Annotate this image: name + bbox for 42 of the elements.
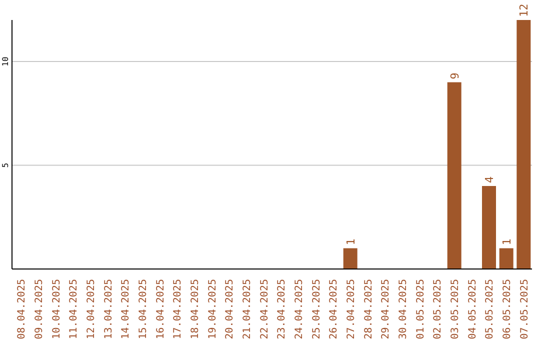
x-tick-label: 08.04.2025 [16,279,28,340]
x-tick-label: 16.04.2025 [155,279,166,340]
x-tick-label: 28.04.2025 [363,279,374,340]
bar [447,82,462,269]
x-tick-label: 23.04.2025 [276,279,288,340]
bar [482,186,496,269]
x-tick-label: 11.04.2025 [68,279,80,340]
x-tick-label: 20.04.2025 [224,279,236,340]
x-tick-label: 04.05.2025 [467,279,478,340]
x-tick-label: 15.04.2025 [138,279,149,340]
x-tick-label: 26.04.2025 [328,279,340,340]
data-label: 9 [448,72,462,80]
y-tick-label: 10 [1,56,10,66]
x-tick-label: 18.04.2025 [190,279,201,340]
x-tick-label: 07.05.2025 [519,279,530,340]
x-tick-label: 27.04.2025 [346,279,357,340]
x-tick-label: 02.05.2025 [432,279,444,340]
x-tick-label: 30.04.2025 [398,279,409,340]
x-tick-label: 06.05.2025 [502,279,513,340]
bar [343,248,358,269]
data-label: 1 [500,238,514,246]
x-tick-label: 29.04.2025 [380,279,392,340]
x-tick-label: 13.04.2025 [103,279,114,340]
data-label: 4 [483,176,496,183]
x-tick-label: 22.04.2025 [259,279,270,340]
x-tick-label: 01.05.2025 [415,279,426,340]
x-tick-label: 14.04.2025 [120,279,132,340]
x-tick-label: 10.04.2025 [51,279,62,340]
x-tick-label: 19.04.2025 [207,279,218,340]
data-label: 1 [344,238,358,246]
x-tick-label: 12.04.2025 [86,279,97,340]
x-tick-label: 21.04.2025 [242,279,253,340]
x-tick-label: 17.04.2025 [172,279,184,340]
y-tick-label: 5 [1,162,10,168]
x-tick-label: 05.05.2025 [484,279,496,340]
bar [516,20,531,269]
bar [499,248,514,269]
x-tick-label: 24.04.2025 [294,279,305,340]
x-tick-label: 03.05.2025 [450,279,461,340]
x-tick-label: 09.04.2025 [34,279,45,340]
data-label: 12 [518,4,531,17]
x-tick-label: 25.04.2025 [311,279,322,340]
